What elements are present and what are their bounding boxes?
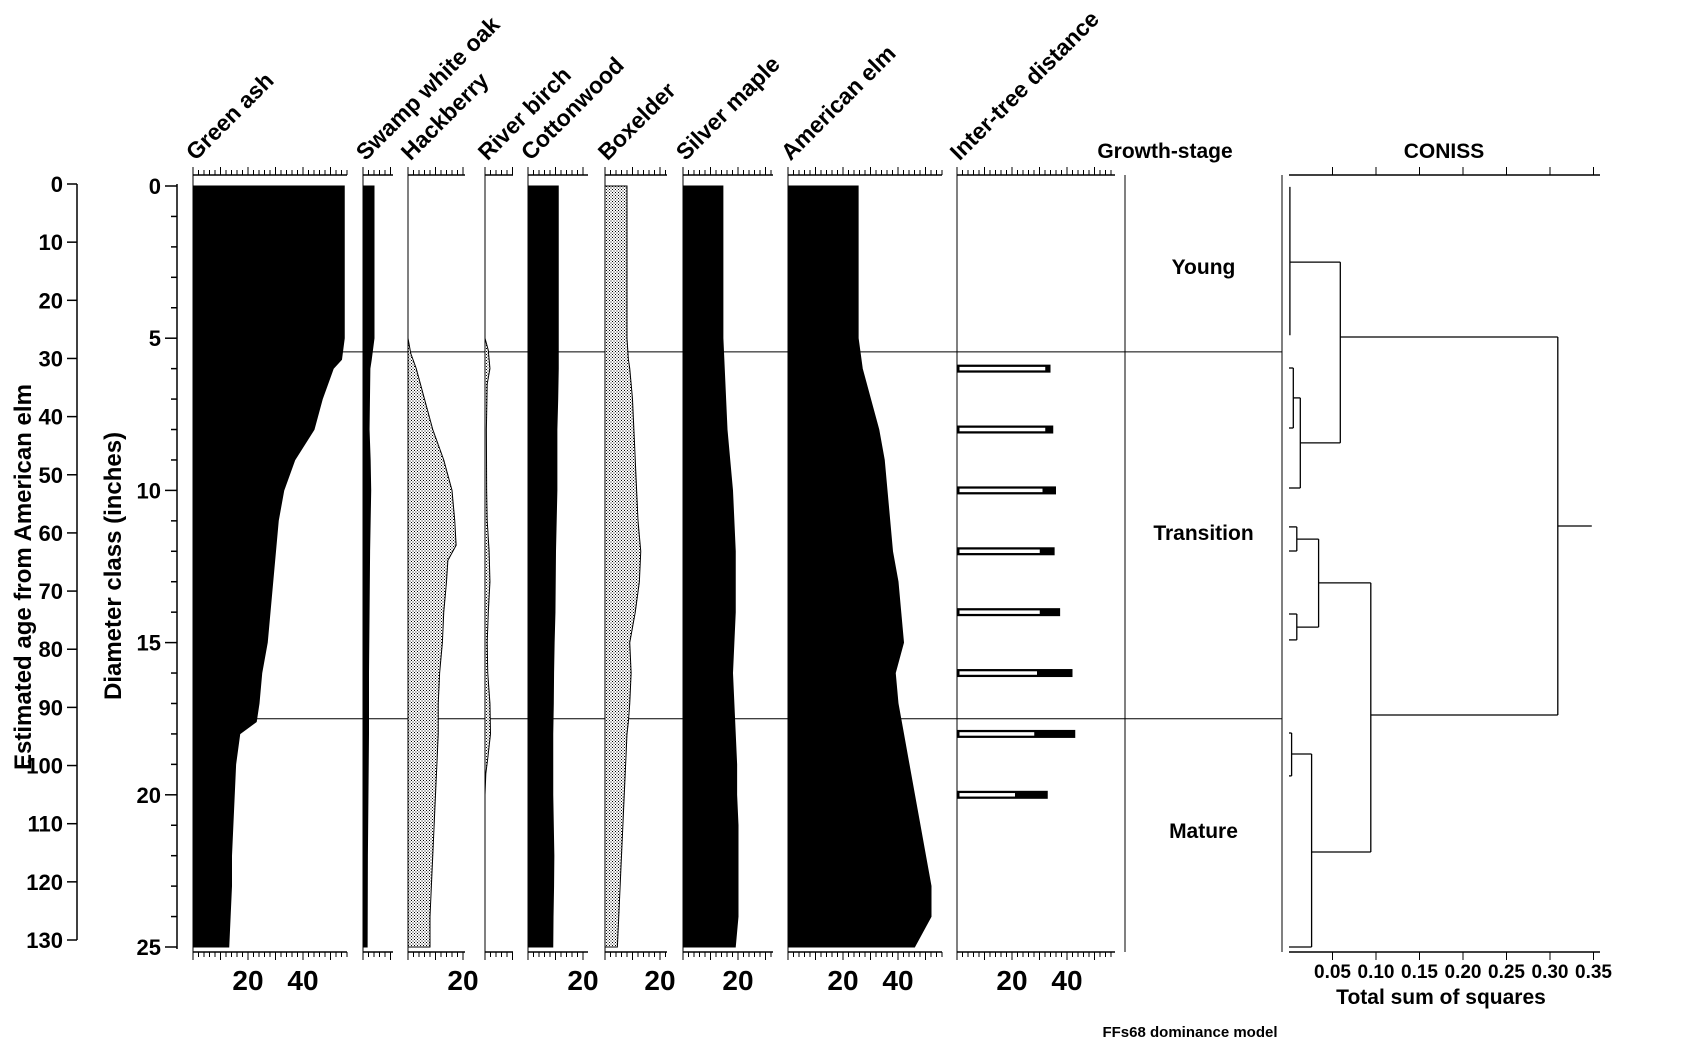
diameter-axis: 0 5 10 15 20 25 (137, 174, 178, 960)
svg-text:5: 5 (149, 326, 161, 351)
svg-text:40: 40 (882, 965, 913, 996)
svg-text:130: 130 (26, 928, 63, 953)
hackberry-silhouette (407, 186, 457, 948)
growth-stage-header: Growth-stage (1097, 140, 1233, 163)
silver-maple-silhouette (682, 185, 739, 948)
svg-text:120: 120 (26, 870, 63, 895)
svg-text:110: 110 (28, 812, 64, 837)
svg-text:10: 10 (39, 230, 63, 255)
svg-text:30: 30 (39, 346, 63, 371)
svg-text:20: 20 (644, 965, 675, 996)
panel-river-birch (484, 167, 513, 960)
svg-text:90: 90 (39, 695, 63, 720)
zone-label-mature: Mature (1169, 820, 1238, 843)
river-birch-silhouette (484, 186, 492, 947)
svg-text:20: 20 (232, 965, 263, 996)
cottonwood-silhouette (527, 185, 559, 948)
panel-american-elm: 20 40 (787, 167, 943, 996)
svg-text:0.25: 0.25 (1488, 962, 1525, 983)
svg-text:20: 20 (137, 783, 161, 808)
svg-text:0.35: 0.35 (1575, 962, 1612, 983)
svg-text:10: 10 (137, 478, 161, 503)
figure-caption: FFs68 dominance model (1102, 1024, 1278, 1041)
svg-text:20: 20 (39, 288, 63, 313)
svg-text:20: 20 (447, 965, 478, 996)
american-elm-silhouette (787, 185, 932, 948)
svg-text:20: 20 (996, 965, 1027, 996)
panel-silver-maple: 20 (682, 167, 773, 996)
zone-boundary-lines (193, 351, 1282, 720)
svg-text:0.30: 0.30 (1532, 962, 1569, 983)
coniss-header: CONISS (1403, 140, 1485, 163)
svg-text:0.20: 0.20 (1445, 962, 1482, 983)
boxelder-silhouette (604, 185, 642, 948)
coniss-x-axis-title: Total sum of squares (1336, 986, 1546, 1009)
svg-text:60: 60 (39, 521, 63, 546)
svg-text:20: 20 (827, 965, 858, 996)
svg-text:20: 20 (567, 965, 598, 996)
zone-label-young: Young (1171, 256, 1236, 279)
svg-text:0: 0 (149, 174, 161, 199)
zone-label-transition: Transition (1153, 522, 1254, 545)
svg-text:70: 70 (39, 579, 63, 604)
svg-text:15: 15 (137, 631, 161, 656)
svg-text:80: 80 (39, 637, 63, 662)
panel-swamp-white-oak (362, 167, 393, 960)
svg-text:50: 50 (39, 463, 63, 488)
svg-text:0.10: 0.10 (1358, 962, 1395, 983)
svg-text:0: 0 (51, 172, 63, 197)
panel-cottonwood: 20 (527, 167, 599, 996)
panel-green-ash: 20 40 (192, 167, 348, 996)
swamp-white-oak-silhouette (362, 185, 375, 948)
svg-text:40: 40 (39, 405, 63, 430)
panel-inter-tree-distance: 20 40 (956, 167, 1115, 996)
svg-text:25: 25 (137, 935, 161, 960)
diameter-axis-title: Diameter class (inches) (100, 431, 127, 700)
svg-text:40: 40 (287, 965, 318, 996)
panel-boxelder: 20 (604, 167, 676, 996)
svg-text:20: 20 (722, 965, 753, 996)
green-ash-silhouette (192, 185, 345, 948)
coniss-dendrogram (1289, 186, 1592, 948)
svg-text:40: 40 (1051, 965, 1082, 996)
svg-text:0.05: 0.05 (1314, 962, 1351, 983)
growth-stage-column (1124, 175, 1283, 952)
svg-text:100: 100 (26, 754, 63, 779)
age-axis: 0 10 20 30 40 50 60 70 80 90 100 110 120 130 (26, 172, 78, 953)
panel-hackberry: 20 (407, 167, 479, 996)
age-axis-title: Estimated age from American elm (10, 384, 37, 770)
coniss-panel: 0.05 0.10 0.15 0.20 0.25 0.30 0.35 (1289, 167, 1612, 983)
svg-text:0.15: 0.15 (1401, 962, 1438, 983)
